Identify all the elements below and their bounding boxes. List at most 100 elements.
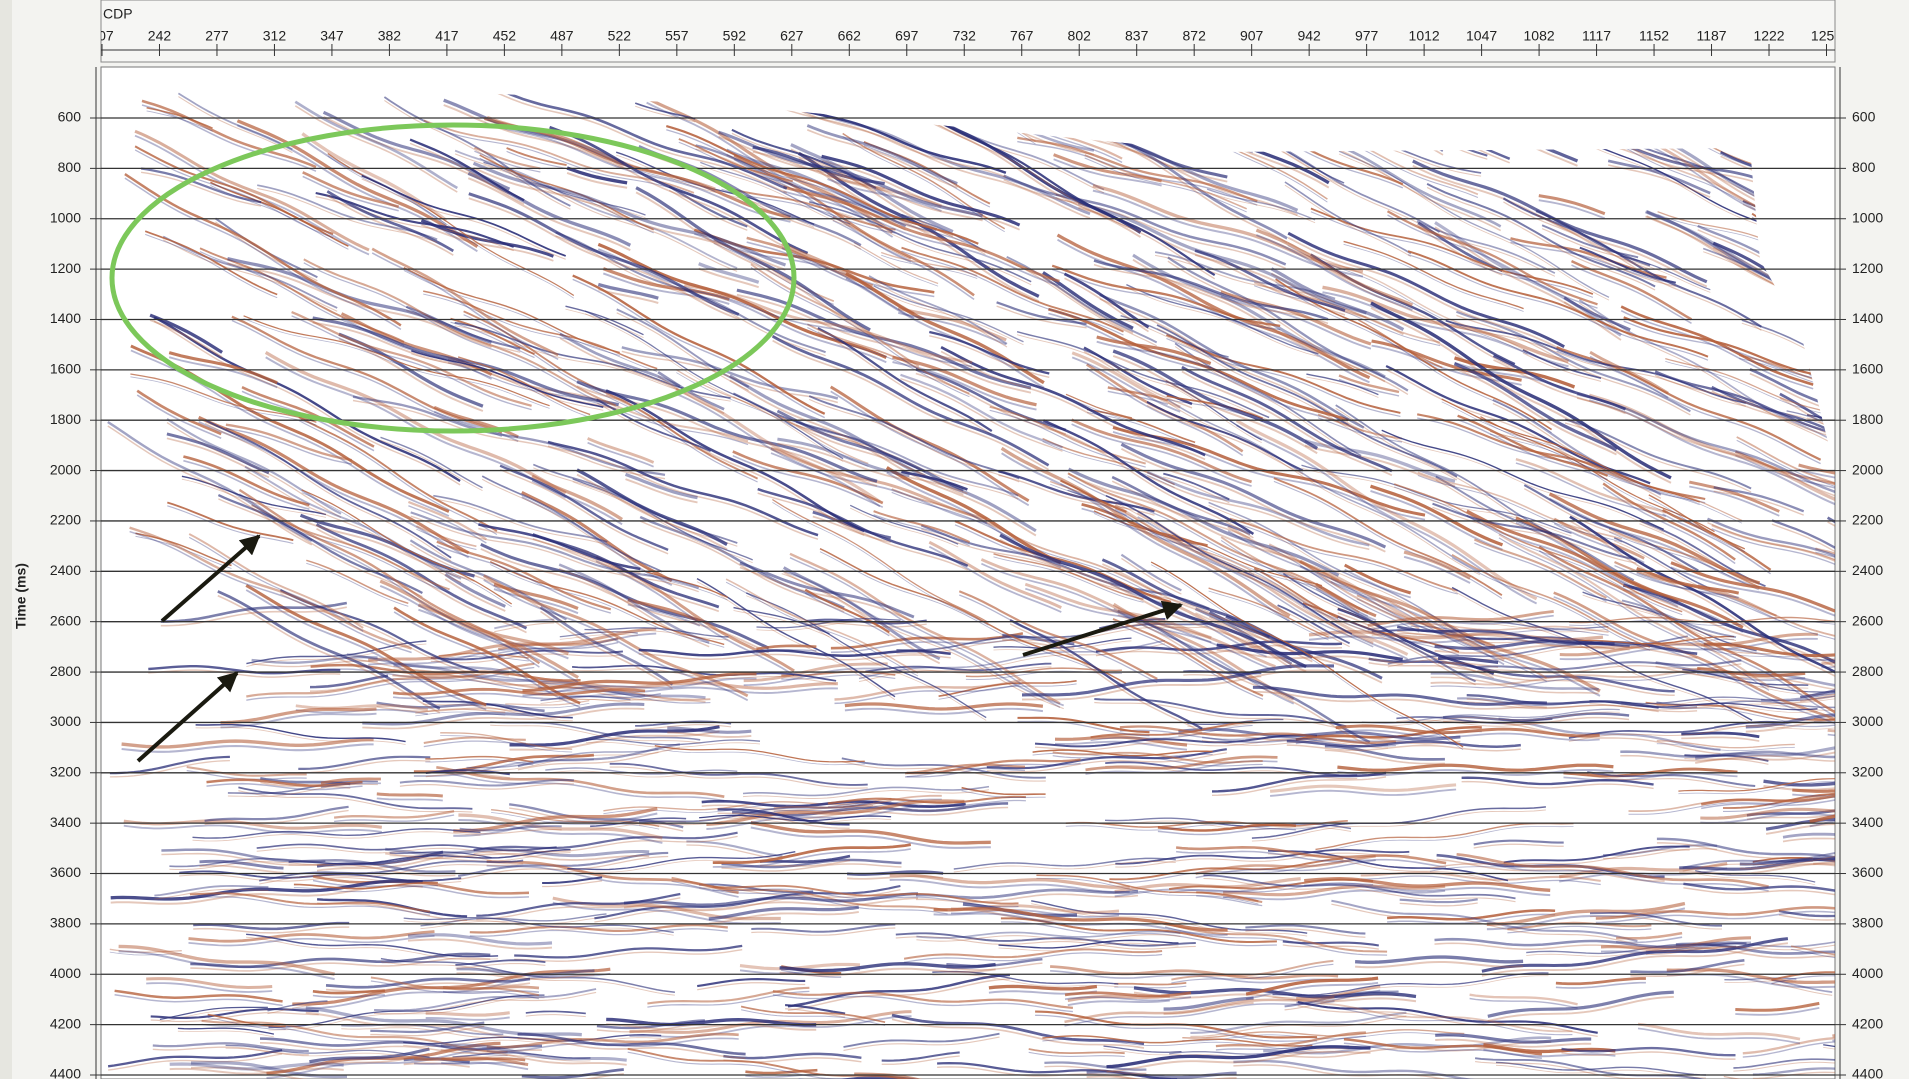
- reflector: [531, 474, 623, 521]
- reflector: [1093, 513, 1323, 589]
- reflector: [146, 977, 273, 989]
- y-tick-label: 800: [58, 159, 82, 175]
- reflector: [1498, 721, 1721, 755]
- reflector: [303, 258, 617, 407]
- reflector: [1176, 850, 1447, 868]
- reflector: [609, 766, 868, 789]
- reflector: [1304, 439, 1456, 483]
- reflector: [177, 1030, 274, 1038]
- reflector: [403, 270, 620, 356]
- reflector: [868, 278, 1008, 348]
- reflector: [1666, 968, 1835, 997]
- reflector: [666, 125, 979, 245]
- reflector: [998, 942, 1179, 952]
- y-tick-label: 3400: [50, 814, 81, 830]
- reflector: [1064, 996, 1335, 1024]
- reflector: [1434, 942, 1747, 952]
- reflector: [1112, 621, 1264, 700]
- reflector: [1749, 368, 1835, 457]
- reflector: [834, 679, 1021, 701]
- reflector: [576, 473, 728, 551]
- reflector: [821, 159, 1020, 231]
- reflector: [1245, 928, 1366, 938]
- reflector: [742, 789, 990, 799]
- reflector: [1297, 1000, 1598, 1034]
- reflector: [1656, 703, 1835, 711]
- reflector: [1042, 441, 1175, 489]
- reflector: [906, 762, 1081, 778]
- reflector: [1223, 889, 1446, 901]
- reflector: [1477, 659, 1742, 671]
- reflector: [1163, 476, 1230, 504]
- reflector: [1006, 259, 1157, 347]
- reflector: [789, 557, 1061, 708]
- y-tick-label: 600: [58, 109, 82, 125]
- reflector: [1416, 220, 1556, 274]
- reflector: [1112, 431, 1426, 521]
- reflector: [433, 494, 608, 543]
- reflector: [190, 952, 491, 969]
- reflector: [1636, 572, 1739, 599]
- reflector: [1695, 873, 1816, 886]
- reflector: [1056, 233, 1371, 380]
- reflector: [1092, 189, 1364, 278]
- y-tick-label: 2200: [1852, 512, 1883, 528]
- reflector: [1578, 635, 1735, 645]
- reflector: [1099, 622, 1166, 633]
- reflector: [790, 148, 954, 238]
- reflector: [1589, 355, 1669, 399]
- reflector: [1003, 174, 1287, 266]
- reflector: [433, 410, 519, 442]
- reflector: [1343, 1038, 1543, 1056]
- reflector: [1028, 1051, 1125, 1058]
- reflector: [901, 474, 968, 495]
- reflector: [370, 1021, 485, 1034]
- reflector: [733, 610, 830, 638]
- reflector: [325, 982, 531, 993]
- reflector: [1765, 823, 1835, 835]
- reflector: [463, 310, 759, 480]
- x-tick-label: 242: [148, 28, 172, 44]
- reflector: [244, 465, 462, 580]
- reflector: [781, 969, 842, 978]
- reflector: [499, 468, 669, 555]
- y-tick-label: 1400: [50, 310, 81, 326]
- reflector: [1169, 882, 1374, 894]
- reflector: [558, 567, 710, 648]
- reflector: [1681, 731, 1760, 739]
- reflector: [257, 184, 438, 241]
- reflector: [1112, 349, 1319, 450]
- reflector: [996, 301, 1087, 326]
- reflector: [1711, 385, 1835, 489]
- reflector: [420, 218, 554, 258]
- reflector: [243, 315, 550, 407]
- reflector: [1320, 1002, 1573, 1033]
- reflector: [830, 632, 1024, 650]
- reflector: [1287, 231, 1565, 349]
- reflector: [325, 977, 531, 989]
- reflector: [251, 507, 450, 594]
- reflector: [1154, 251, 1336, 300]
- reflector: [821, 154, 1021, 227]
- reflector: [436, 544, 611, 614]
- y-tick-label: 800: [1852, 159, 1876, 175]
- reflector: [904, 952, 1163, 963]
- reflector: [668, 185, 748, 228]
- reflector: [772, 498, 989, 624]
- reflector: [565, 305, 644, 336]
- reflector: [415, 711, 506, 717]
- reflector: [238, 488, 541, 665]
- reflector: [595, 560, 795, 677]
- reflector: [301, 492, 512, 608]
- reflector: [472, 161, 787, 267]
- reflector: [361, 174, 567, 257]
- reflector: [1589, 912, 1722, 927]
- reflector: [1621, 599, 1737, 639]
- reflector: [466, 752, 659, 772]
- y-tick-label: 1000: [50, 209, 81, 225]
- reflector: [459, 829, 562, 835]
- reflector: [1746, 804, 1835, 817]
- reflector: [698, 262, 760, 284]
- reflector: [700, 161, 851, 225]
- x-tick-label: 1187: [1696, 28, 1726, 44]
